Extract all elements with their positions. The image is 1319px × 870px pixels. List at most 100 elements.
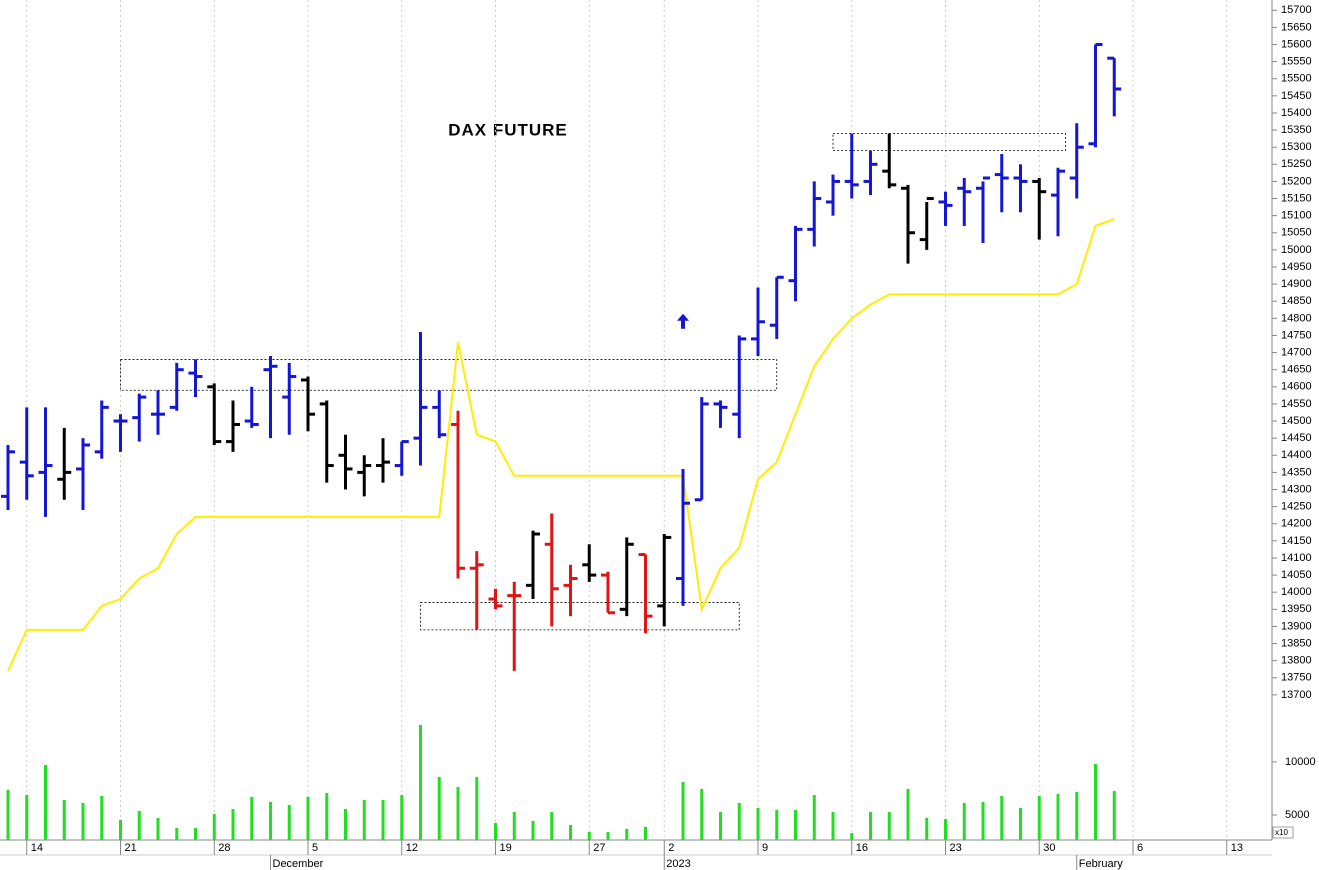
x-tick-label: 27 <box>593 842 605 854</box>
x-tick-label: 28 <box>218 842 230 854</box>
y-tick-label: 15550 <box>1281 56 1312 68</box>
volume-bar <box>362 799 366 840</box>
volume-bar <box>756 807 760 840</box>
y-tick-label: 15050 <box>1281 227 1312 239</box>
y-tick-label: 14350 <box>1281 466 1312 478</box>
volume-bar <box>962 802 966 840</box>
volume-bar <box>775 809 779 840</box>
volume-bar <box>287 804 291 840</box>
volume-bar <box>381 799 385 840</box>
volume-bar <box>625 828 629 840</box>
volume-bar <box>306 796 310 840</box>
y-tick-label: 5000 <box>1285 809 1309 821</box>
y-tick-label: 14750 <box>1281 329 1312 341</box>
y-tick-label: 14900 <box>1281 278 1312 290</box>
x-tick-label: 14 <box>31 842 43 854</box>
y-tick-label: 13700 <box>1281 689 1312 701</box>
level-box <box>832 133 1066 152</box>
y-tick-label: 15300 <box>1281 141 1312 153</box>
volume-bar <box>119 819 122 840</box>
volume-bar <box>794 809 797 840</box>
y-tick-label: 14800 <box>1281 312 1312 324</box>
volume-bar <box>419 724 422 840</box>
y-tick-label: 14000 <box>1281 586 1312 598</box>
volume-bar <box>925 817 929 840</box>
y-tick-label: 14850 <box>1281 295 1312 307</box>
y-tick-label: 15200 <box>1281 175 1312 187</box>
y-tick-label: 14250 <box>1281 501 1312 513</box>
volume-bar <box>981 802 985 840</box>
volume-bar <box>137 810 141 840</box>
volume-bar <box>1094 763 1097 840</box>
volume-bar <box>325 792 329 840</box>
x-tick-label: 5 <box>312 842 318 854</box>
volume-bar <box>494 823 497 840</box>
x-tick-label: 9 <box>762 842 768 854</box>
volume-bar <box>6 789 10 840</box>
y-tick-label: 14550 <box>1281 398 1312 410</box>
stop-line <box>7 218 1115 672</box>
y-tick-label: 15250 <box>1281 158 1312 170</box>
volume-bar <box>606 832 610 840</box>
volume-bar <box>1112 790 1116 840</box>
volume-bar <box>194 828 197 840</box>
volume-bar <box>231 809 235 840</box>
volume-bar <box>269 802 272 840</box>
y-tick-label: 13800 <box>1281 655 1312 667</box>
volume-bar <box>531 821 535 840</box>
y-tick-label: 13950 <box>1281 603 1312 615</box>
volume-bar <box>475 776 479 840</box>
y-tick-label: 14200 <box>1281 518 1312 530</box>
volume-bar <box>644 826 647 840</box>
y-tick-label: 14300 <box>1281 483 1312 495</box>
volume-bar <box>869 811 872 840</box>
y-tick-label: 15100 <box>1281 210 1312 222</box>
signal-arrow <box>677 313 689 329</box>
level-box <box>420 602 740 631</box>
volume-bar <box>587 832 591 840</box>
volume-bar <box>700 788 704 840</box>
volume-bar <box>212 813 216 840</box>
volume-bar <box>719 811 722 840</box>
y-tick-label: 14100 <box>1281 552 1312 564</box>
y-tick-label: 14450 <box>1281 432 1312 444</box>
volume-bar <box>250 796 254 840</box>
y-tick-label: 15650 <box>1281 21 1312 33</box>
volume-bar <box>850 832 854 840</box>
y-tick-label: 14600 <box>1281 381 1312 393</box>
volume-bar <box>1000 795 1004 840</box>
y-tick-label: 15500 <box>1281 73 1312 85</box>
y-tick-label: 15000 <box>1281 244 1312 256</box>
volume-bar <box>737 802 741 840</box>
volume-bar <box>569 825 572 840</box>
y-tick-label: 13900 <box>1281 620 1312 632</box>
volume-bar <box>512 811 516 840</box>
volume-bar <box>906 788 910 840</box>
y-tick-label: 15400 <box>1281 107 1312 119</box>
y-tick-label: 14400 <box>1281 449 1312 461</box>
volume-bar <box>437 776 441 840</box>
volume-bar <box>25 794 29 840</box>
volume-bar <box>1075 791 1079 840</box>
volume-unit-label: x10 <box>1275 828 1288 837</box>
y-tick-label: 15150 <box>1281 192 1312 204</box>
volume-bar <box>344 809 347 840</box>
volume-bar <box>1019 807 1022 840</box>
y-tick-label: 13850 <box>1281 637 1312 649</box>
volume-bar <box>812 794 816 840</box>
x-tick-label: 6 <box>1137 842 1143 854</box>
y-tick-label: 15600 <box>1281 38 1312 50</box>
volume-bar <box>400 794 404 840</box>
y-tick-label: 10000 <box>1285 756 1316 768</box>
y-tick-label: 14950 <box>1281 261 1312 273</box>
volume-bar <box>887 811 891 840</box>
x-tick-label: 12 <box>406 842 418 854</box>
x-tick-label: 16 <box>856 842 868 854</box>
y-tick-label: 14050 <box>1281 569 1312 581</box>
chart-title: DAX FUTURE <box>448 120 568 139</box>
y-tick-label: 14650 <box>1281 364 1312 376</box>
x-tick-label: 13 <box>1231 842 1243 854</box>
volume-bar <box>944 818 947 840</box>
x-tick-label: 23 <box>950 842 962 854</box>
